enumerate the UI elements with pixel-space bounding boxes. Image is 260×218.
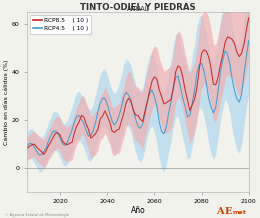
Text: met: met	[233, 210, 246, 215]
Legend: RCP8.5    ( 10 ), RCP4.5    ( 10 ): RCP8.5 ( 10 ), RCP4.5 ( 10 )	[30, 15, 91, 34]
Y-axis label: Cambio en días cálidos (%): Cambio en días cálidos (%)	[3, 59, 9, 145]
Title: TINTO-ODIEL Y PIEDRAS: TINTO-ODIEL Y PIEDRAS	[80, 3, 196, 12]
Text: ANUAL: ANUAL	[127, 6, 149, 12]
Text: © Agencia Estatal de Meteorología: © Agencia Estatal de Meteorología	[5, 213, 69, 217]
Text: A: A	[216, 207, 223, 216]
Text: E: E	[225, 207, 232, 216]
X-axis label: Año: Año	[131, 206, 145, 215]
